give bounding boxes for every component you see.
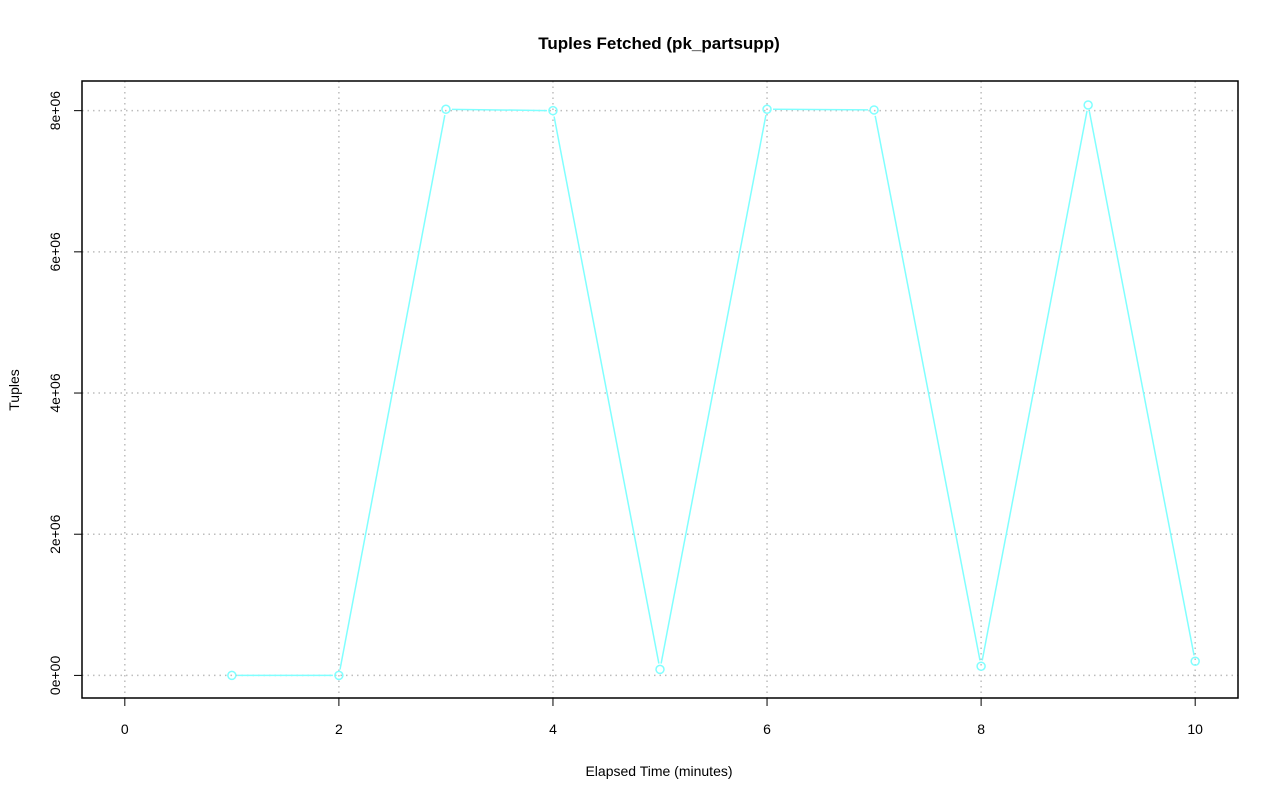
series-segment bbox=[773, 108, 869, 111]
plot-frame bbox=[81, 80, 1239, 699]
series bbox=[227, 100, 1200, 681]
x-tick-label: 2 bbox=[335, 721, 343, 737]
series-segment bbox=[339, 114, 446, 670]
data-point bbox=[976, 661, 986, 671]
grid bbox=[82, 81, 1238, 698]
axis-ticks: 0 2 4 6 8 10 0e+00 2e+06 4e+06 6e+06 8e+06 bbox=[47, 91, 1203, 737]
series-segment bbox=[553, 116, 660, 664]
x-tick-label: 0 bbox=[121, 721, 129, 737]
y-tick-label: 8e+06 bbox=[47, 91, 63, 131]
data-point bbox=[1190, 656, 1200, 667]
y-tick-label: 0e+00 bbox=[47, 656, 63, 696]
data-point bbox=[655, 664, 665, 675]
x-tick-label: 8 bbox=[977, 721, 985, 737]
data-point bbox=[869, 105, 879, 115]
data-point bbox=[548, 105, 558, 116]
data-point bbox=[1083, 100, 1093, 110]
series-segment bbox=[1088, 110, 1195, 656]
series-segment bbox=[874, 115, 981, 661]
x-axis-label: Elapsed Time (minutes) bbox=[585, 763, 732, 779]
data-point bbox=[441, 104, 451, 114]
x-tick-label: 4 bbox=[549, 721, 557, 737]
data-point bbox=[227, 670, 237, 681]
x-tick-label: 10 bbox=[1187, 721, 1203, 737]
series-segment bbox=[660, 114, 767, 664]
data-point bbox=[334, 670, 344, 681]
series-segment bbox=[981, 110, 1088, 661]
y-tick-label: 4e+06 bbox=[47, 373, 63, 413]
y-tick-label: 2e+06 bbox=[47, 514, 63, 554]
data-point bbox=[762, 104, 772, 114]
y-axis-label: Tuples bbox=[6, 369, 22, 411]
y-tick-label: 6e+06 bbox=[47, 232, 63, 272]
series-segment bbox=[451, 108, 547, 112]
chart-title: Tuples Fetched (pk_partsupp) bbox=[538, 34, 780, 53]
x-tick-label: 6 bbox=[763, 721, 771, 737]
